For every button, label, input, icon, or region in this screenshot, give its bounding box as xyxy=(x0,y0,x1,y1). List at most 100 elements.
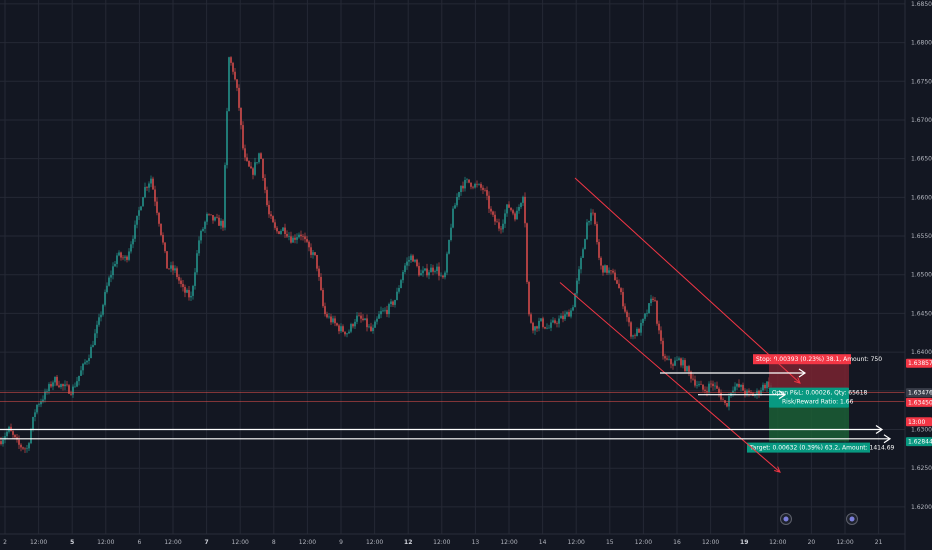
x-tick-label: 12:00 xyxy=(433,539,450,546)
candle-body xyxy=(74,386,76,388)
candle-body xyxy=(224,165,226,228)
position-tool[interactable]: Stop: 0.00393 (0.23%) 38.1, Amount: 750 O… xyxy=(747,354,895,453)
candle-body xyxy=(210,214,212,216)
candle-body xyxy=(374,321,376,328)
event-markers[interactable] xyxy=(780,513,858,525)
candle-body xyxy=(338,325,340,332)
channel-arrow-head xyxy=(774,466,781,473)
candle-body xyxy=(680,358,682,366)
candle-body xyxy=(170,265,172,269)
horizontal-rays[interactable] xyxy=(0,368,892,444)
candle-body xyxy=(658,323,660,331)
candle-body xyxy=(628,317,630,323)
price-tag-label: 1.63450 xyxy=(908,399,932,406)
time-axis[interactable]: 2 12:00 5 12:00 6 12:00 7 12:00 8 12:00 9 12:00 12 12… xyxy=(0,533,905,546)
candle-body xyxy=(638,328,640,333)
candle-body xyxy=(334,318,336,324)
candle-body xyxy=(464,180,466,189)
x-tick-label: 15 xyxy=(606,539,614,546)
candle-body xyxy=(436,266,438,271)
candle-body xyxy=(6,431,8,437)
candle-body xyxy=(56,376,58,386)
candle-body xyxy=(182,283,184,287)
candle-body xyxy=(320,276,322,291)
candle-body xyxy=(154,189,156,202)
x-tick-label: 20 xyxy=(808,539,816,546)
price-tag xyxy=(906,388,932,398)
candle-body xyxy=(66,384,68,386)
candle-body xyxy=(426,268,428,276)
candle-body xyxy=(626,311,628,318)
x-tick-label: 12:00 xyxy=(702,539,719,546)
candle-body xyxy=(538,320,540,329)
x-tick-label: 12:00 xyxy=(836,539,853,546)
candle-body xyxy=(128,251,130,260)
candle-body xyxy=(20,444,22,448)
candle-body xyxy=(14,434,16,438)
candle-body xyxy=(690,371,692,379)
candle-body xyxy=(122,257,124,259)
candle-body xyxy=(438,266,440,276)
candle-body xyxy=(278,231,280,234)
candle-body xyxy=(316,255,318,269)
descending-channel[interactable] xyxy=(559,177,801,473)
candle-body xyxy=(578,269,580,281)
price-axis[interactable]: 1.68500 1.68000 1.67500 1.67000 1.66500 1.660… xyxy=(904,0,932,550)
candle-body xyxy=(376,318,378,322)
candle-body xyxy=(562,315,564,320)
candle-body xyxy=(152,178,154,190)
candle-body xyxy=(216,217,218,218)
candle-body xyxy=(740,384,742,387)
candle-body xyxy=(28,443,30,449)
candle-body xyxy=(720,392,722,400)
channel-line[interactable] xyxy=(559,282,781,473)
stop-label: Stop: 0.00393 (0.23%) 38.1, Amount: 750 xyxy=(756,356,882,363)
candle-body xyxy=(754,394,756,396)
candle-body xyxy=(608,270,610,273)
candle-body xyxy=(650,298,652,304)
x-tick-label: 21 xyxy=(875,539,883,546)
candle-body xyxy=(500,228,502,230)
x-tick-label: 19 xyxy=(740,539,748,546)
candle-body xyxy=(266,189,268,205)
candle-body xyxy=(744,390,746,395)
y-tick-label: 1.67000 xyxy=(911,117,932,124)
x-tick-label: 9 xyxy=(339,539,343,546)
candle-body xyxy=(358,315,360,317)
candle-body xyxy=(660,330,662,341)
candle-body xyxy=(196,253,198,273)
candle-body xyxy=(308,241,310,248)
candle-body xyxy=(238,87,240,108)
candle-body xyxy=(310,247,312,255)
candle-body xyxy=(30,429,32,444)
candle-body xyxy=(12,431,14,435)
candle-body xyxy=(118,252,120,256)
y-tick-label: 1.66000 xyxy=(911,194,932,201)
x-tick-label: 7 xyxy=(205,539,209,546)
candle-body xyxy=(290,236,292,243)
candle-body xyxy=(694,379,696,386)
candle-body xyxy=(54,376,56,383)
candle-body xyxy=(80,370,82,376)
candle-body xyxy=(714,385,716,387)
candle-body xyxy=(592,212,594,214)
candle-body xyxy=(526,223,528,282)
candle-body xyxy=(42,399,44,402)
candle-body xyxy=(566,312,568,315)
candle-body xyxy=(434,270,436,272)
candle-body xyxy=(662,340,664,357)
candle-body xyxy=(494,214,496,222)
candle-body xyxy=(498,222,500,229)
candle-body xyxy=(386,309,388,315)
candle-body xyxy=(484,189,486,191)
channel-line[interactable] xyxy=(574,177,801,384)
candle-body xyxy=(456,196,458,206)
candle-body xyxy=(268,204,270,215)
x-tick-label: 12:00 xyxy=(97,539,114,546)
candle-body xyxy=(458,192,460,197)
candle-body xyxy=(444,272,446,278)
candle-body xyxy=(604,265,606,273)
candle-body xyxy=(602,265,604,273)
candle-body xyxy=(220,220,222,226)
